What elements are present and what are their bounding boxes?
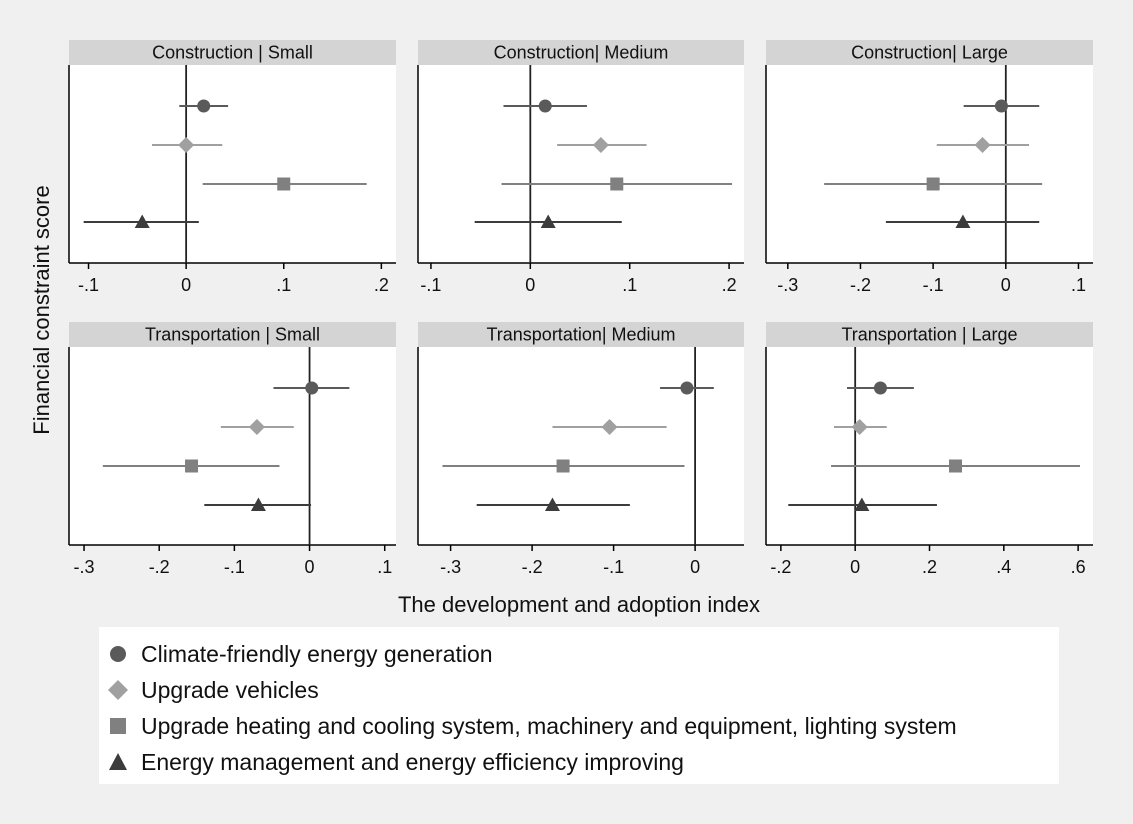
x-tick-label: 0 [305, 557, 315, 577]
plot-area [766, 65, 1093, 263]
triangle-marker-icon [109, 753, 127, 770]
panel-title: Transportation | Small [145, 325, 320, 345]
diamond-marker [592, 137, 609, 153]
x-axis-label: The development and adoption index [397, 592, 761, 617]
circle-marker [994, 99, 1008, 113]
x-tick-label: -.2 [770, 557, 791, 577]
plot-area [418, 65, 744, 263]
x-tick-label: 0 [690, 557, 700, 577]
panel-header [69, 322, 396, 347]
square-marker [949, 459, 963, 473]
legend-label: Climate-friendly energy generation [141, 641, 493, 667]
x-tick-label: -.3 [777, 275, 798, 295]
x-tick-label: -.3 [74, 557, 95, 577]
legend-item-upgrade-vehicles: Upgrade vehicles [99, 671, 1059, 707]
x-tick-label: 0 [850, 557, 860, 577]
panel-header [69, 40, 396, 65]
circle-marker [680, 381, 694, 395]
square-marker [277, 177, 291, 191]
panel-title: Construction| Medium [494, 43, 669, 63]
panel-title: Transportation | Large [841, 325, 1017, 345]
circle-marker [873, 381, 887, 395]
square-marker [610, 177, 624, 191]
panel-title: Construction | Small [152, 43, 313, 63]
square-marker [556, 459, 570, 473]
square-marker-icon [110, 718, 126, 734]
plot-area [69, 65, 396, 263]
x-tick-label: -.2 [522, 557, 543, 577]
circle-marker [538, 99, 552, 113]
panel-header [418, 322, 744, 347]
x-tick-label: .2 [374, 275, 389, 295]
legend: Climate-friendly energy generation Upgra… [99, 627, 1059, 784]
x-tick-label: .6 [1071, 557, 1086, 577]
triangle-marker [955, 214, 971, 228]
x-tick-label: .1 [377, 557, 392, 577]
circle-marker [197, 99, 211, 113]
x-tick-label: .1 [622, 275, 637, 295]
x-tick-label: -.1 [420, 275, 441, 295]
legend-item-energy-management: Energy management and energy efficiency … [99, 743, 1059, 779]
x-tick-label: 0 [181, 275, 191, 295]
panel: Transportation| Medium -.3 -.2 -.1 0 [417, 322, 744, 577]
diamond-marker [974, 137, 991, 153]
square-marker [185, 459, 199, 473]
x-tick-label: -.3 [440, 557, 461, 577]
triangle-marker [250, 497, 266, 511]
x-tick-label: 0 [525, 275, 535, 295]
x-tick-label: -.1 [603, 557, 624, 577]
diamond-marker [178, 137, 195, 153]
panel-title: Transportation| Medium [486, 325, 675, 345]
x-tick-label: .1 [276, 275, 291, 295]
x-tick-label: .4 [996, 557, 1011, 577]
x-tick-label: -.1 [224, 557, 245, 577]
diamond-marker [248, 419, 265, 435]
plot-area [766, 347, 1093, 545]
triangle-marker [854, 497, 870, 511]
x-tick-label: -.2 [850, 275, 871, 295]
diamond-marker [851, 419, 868, 435]
y-axis-label: Financial constraint score [29, 185, 54, 435]
circle-marker-icon [110, 646, 126, 662]
triangle-marker [134, 214, 150, 228]
x-tick-label: .2 [722, 275, 737, 295]
x-tick-label: .2 [922, 557, 937, 577]
panel: Transportation | Large -.2 0 .2 .4 .6 [765, 322, 1093, 577]
circle-marker [305, 381, 319, 395]
x-tick-label: -.1 [923, 275, 944, 295]
square-marker [926, 177, 940, 191]
x-tick-label: 0 [1001, 275, 1011, 295]
plot-area [69, 347, 396, 545]
x-tick-label: -.2 [149, 557, 170, 577]
legend-label: Upgrade vehicles [141, 677, 319, 703]
legend-item-energy-generation: Climate-friendly energy generation [99, 635, 1059, 671]
x-tick-label: .1 [1071, 275, 1086, 295]
plot-area [418, 347, 744, 545]
panel: Construction| Medium -.1 0 .1 .2 [417, 40, 744, 295]
panel-header [418, 40, 744, 65]
panel: Transportation | Small -.3 -.2 -.1 0 .1 [68, 322, 396, 577]
diamond-marker [601, 419, 618, 435]
diamond-marker-icon [108, 680, 128, 700]
panel-header [766, 40, 1093, 65]
x-tick-label: -.1 [78, 275, 99, 295]
legend-item-upgrade-heating: Upgrade heating and cooling system, mach… [99, 707, 1059, 743]
triangle-marker [540, 214, 556, 228]
triangle-marker [544, 497, 560, 511]
panel: Construction | Small -.1 0 .1 .2 [68, 40, 396, 295]
panel-title: Construction| Large [851, 43, 1008, 63]
panel-header [766, 322, 1093, 347]
panel: Construction| Large -.3 -.2 -.1 0 .1 [765, 40, 1093, 295]
legend-label: Upgrade heating and cooling system, mach… [141, 713, 957, 739]
legend-label: Energy management and energy efficiency … [141, 749, 684, 775]
